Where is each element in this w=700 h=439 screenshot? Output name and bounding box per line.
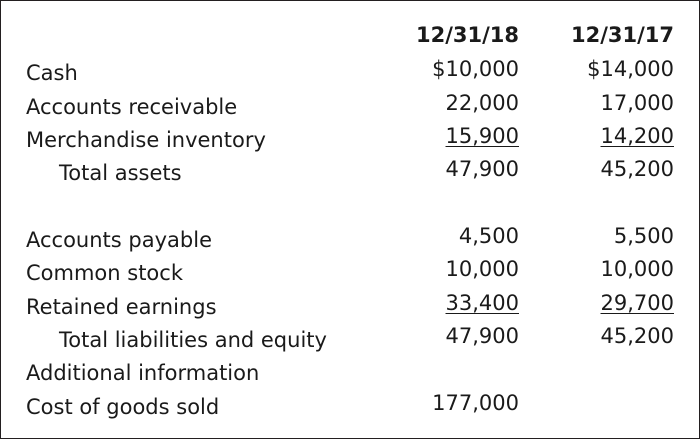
table-row-cash: Cash $10,000 $14,000	[1, 53, 699, 87]
table-row-common-stock: Common stock 10,000 10,000	[1, 253, 699, 287]
row-label: Merchandise inventory	[26, 128, 266, 152]
row-label: Common stock	[26, 261, 183, 285]
row-label: Cost of goods sold	[26, 395, 220, 419]
table-row-retained-earnings: Retained earnings 33,400 29,700	[1, 287, 699, 321]
table-row-accounts-payable: Accounts payable 4,500 5,500	[1, 220, 699, 254]
table-row-total-liabilities-and-equity: Total liabilities and equity 47,900 45,2…	[1, 320, 699, 354]
row-label: Cash	[26, 61, 78, 85]
value-2018: 22,000	[445, 91, 519, 115]
table-row-additional-information: Additional information	[1, 353, 699, 387]
value-2017: 45,200	[600, 324, 674, 348]
row-label: Total liabilities and equity	[59, 328, 327, 352]
value-2017: 14,200	[600, 124, 674, 148]
table-row-merchandise-inventory: Merchandise inventory 15,900 14,200	[1, 120, 699, 154]
column-header-2017: 12/31/17	[570, 23, 674, 47]
row-label: Accounts receivable	[26, 95, 238, 119]
table-row-accounts-receivable: Accounts receivable 22,000 17,000	[1, 87, 699, 121]
value-2017: 17,000	[600, 91, 674, 115]
row-label: Total assets	[59, 161, 182, 185]
value-2018: 4,500	[458, 224, 519, 248]
value-2017: 45,200	[600, 157, 674, 181]
table-row-cost-of-goods-sold: Cost of goods sold 177,000	[1, 387, 699, 421]
value-2017: 10,000	[600, 257, 674, 281]
row-label: Retained earnings	[26, 295, 217, 319]
value-2018: 47,900	[445, 324, 519, 348]
value-2018: 10,000	[445, 257, 519, 281]
column-header-2018: 12/31/18	[415, 23, 519, 47]
value-2018: $10,000	[432, 57, 519, 81]
header-row: 12/31/18 12/31/17	[1, 19, 699, 53]
row-label: Accounts payable	[26, 228, 212, 252]
value-2018: 177,000	[432, 391, 519, 415]
value-2018: 47,900	[445, 157, 519, 181]
table-row-total-assets: Total assets 47,900 45,200	[1, 153, 699, 187]
row-label: Additional information	[26, 361, 260, 385]
value-2018: 15,900	[445, 124, 519, 148]
value-2018: 33,400	[445, 291, 519, 315]
value-2017: $14,000	[587, 57, 674, 81]
value-2017: 5,500	[613, 224, 674, 248]
value-2017: 29,700	[600, 291, 674, 315]
